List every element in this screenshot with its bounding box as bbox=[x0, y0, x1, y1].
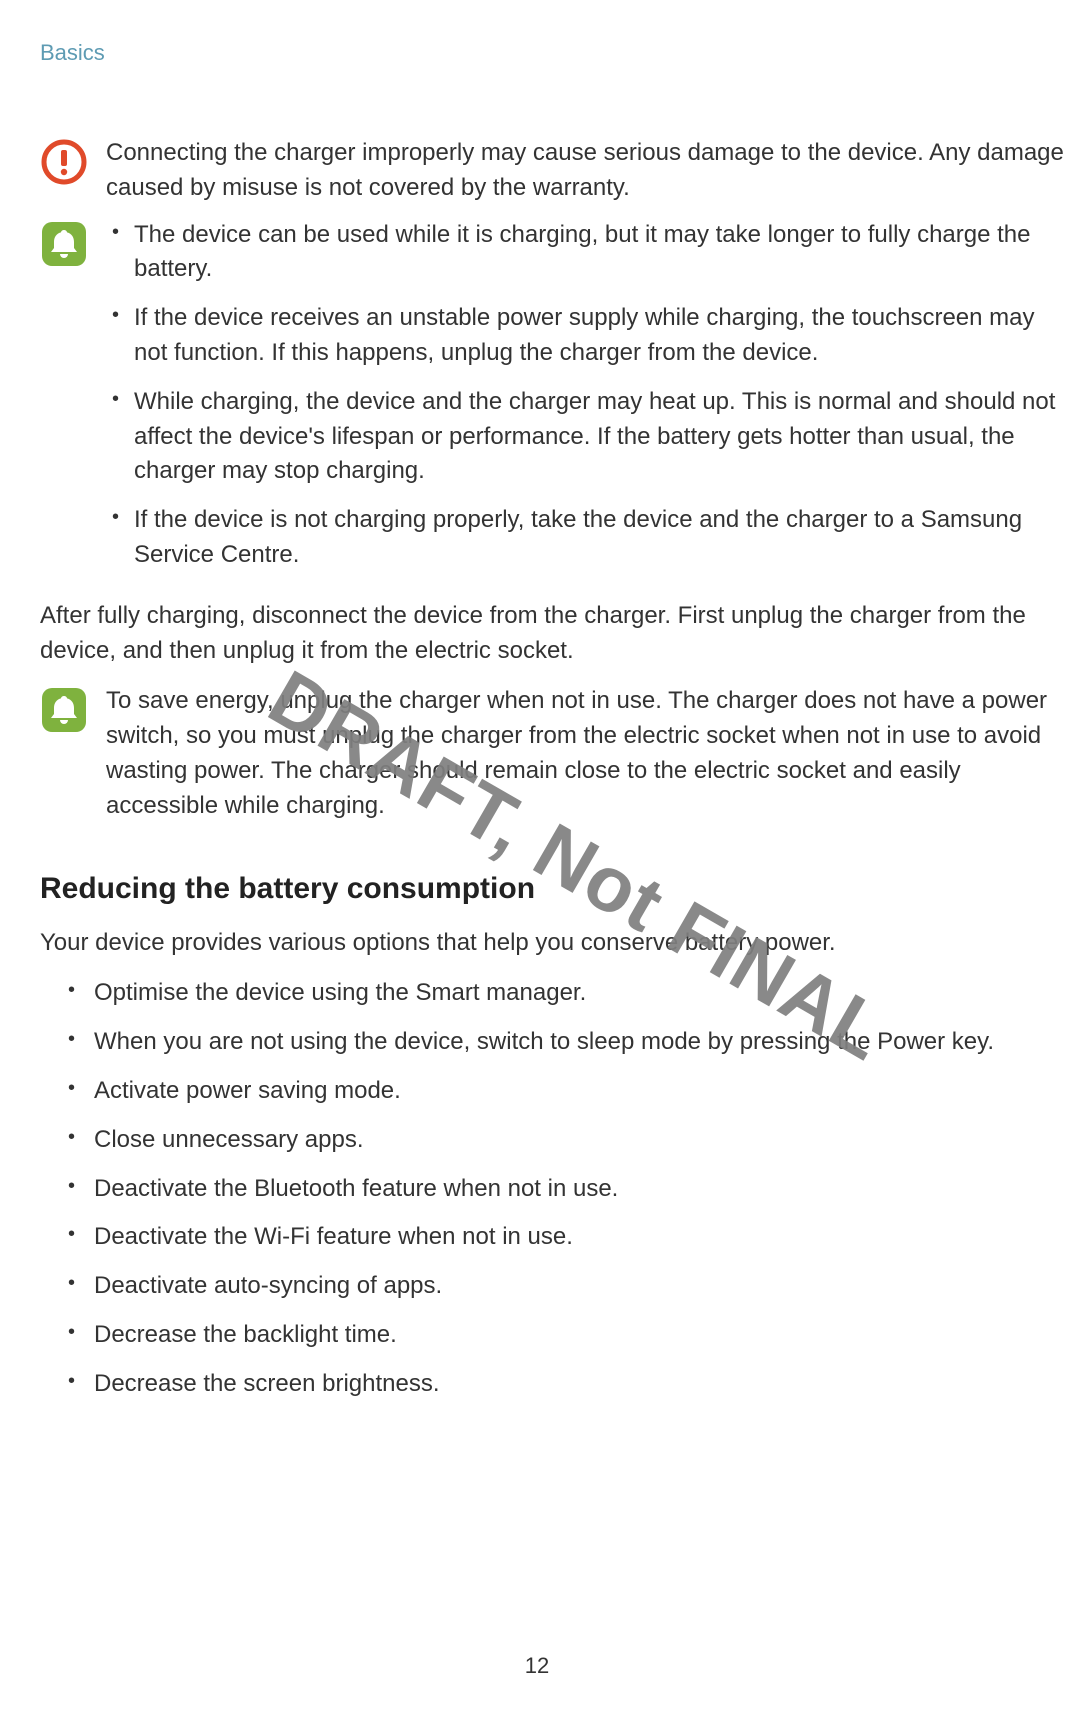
list-item: Decrease the backlight time. bbox=[40, 1318, 1064, 1353]
list-item: Deactivate the Bluetooth feature when no… bbox=[40, 1172, 1064, 1207]
section-heading: Reducing the battery consumption bbox=[40, 872, 1064, 906]
list-item: Decrease the screen brightness. bbox=[40, 1367, 1064, 1402]
bell-icon bbox=[40, 220, 88, 273]
info1-list: The device can be used while it is charg… bbox=[106, 218, 1064, 573]
page-number: 12 bbox=[0, 1653, 1074, 1679]
list-item: Deactivate auto-syncing of apps. bbox=[40, 1269, 1064, 1304]
warning-text: Connecting the charger improperly may ca… bbox=[106, 136, 1064, 206]
info1-body: The device can be used while it is charg… bbox=[106, 218, 1064, 587]
info-callout-1: The device can be used while it is charg… bbox=[40, 218, 1064, 587]
info2-text: To save energy, unplug the charger when … bbox=[106, 684, 1064, 823]
list-item: If the device is not charging properly, … bbox=[106, 503, 1064, 573]
warning-callout: Connecting the charger improperly may ca… bbox=[40, 136, 1064, 206]
list-item: The device can be used while it is charg… bbox=[106, 218, 1064, 288]
body-paragraph: After fully charging, disconnect the dev… bbox=[40, 599, 1064, 669]
tips-list: Optimise the device using the Smart mana… bbox=[40, 976, 1064, 1401]
list-item: Deactivate the Wi-Fi feature when not in… bbox=[40, 1220, 1064, 1255]
section-intro: Your device provides various options tha… bbox=[40, 926, 1064, 961]
breadcrumb: Basics bbox=[40, 40, 1064, 66]
warning-icon bbox=[40, 138, 88, 191]
list-item: When you are not using the device, switc… bbox=[40, 1025, 1064, 1060]
list-item: Activate power saving mode. bbox=[40, 1074, 1064, 1109]
list-item: While charging, the device and the charg… bbox=[106, 385, 1064, 489]
bell-icon bbox=[40, 686, 88, 739]
info-callout-2: To save energy, unplug the charger when … bbox=[40, 684, 1064, 823]
list-item: Optimise the device using the Smart mana… bbox=[40, 976, 1064, 1011]
list-item: Close unnecessary apps. bbox=[40, 1123, 1064, 1158]
list-item: If the device receives an unstable power… bbox=[106, 301, 1064, 371]
